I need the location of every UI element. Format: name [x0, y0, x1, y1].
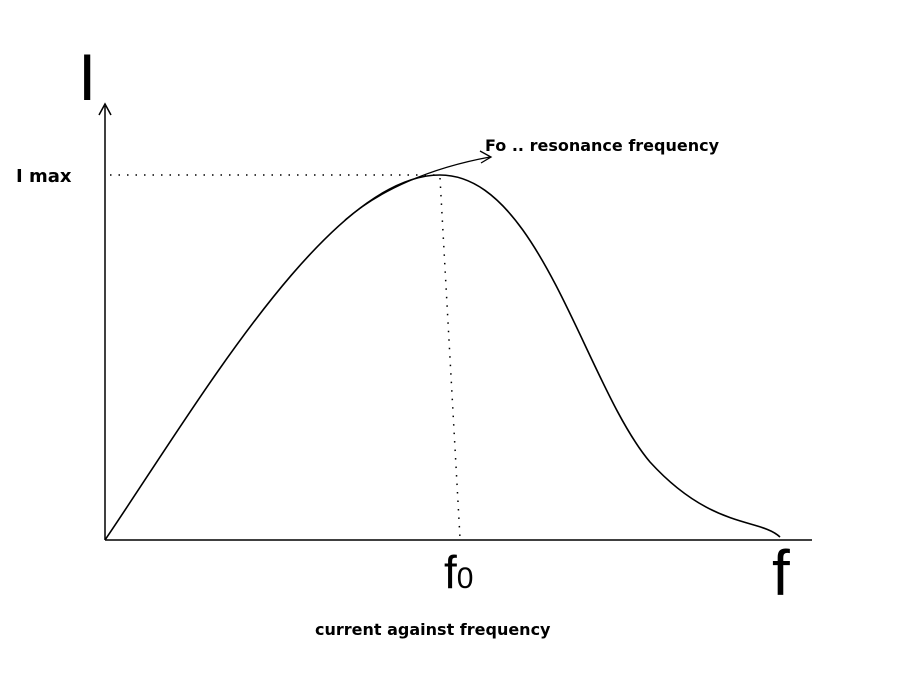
tangent-arrowhead: [479, 150, 493, 164]
f0-label: f0: [444, 546, 473, 598]
caption: current against frequency: [315, 620, 551, 639]
annotation: Fo .. resonance frequency: [485, 136, 720, 155]
f0-guide: [439, 177, 461, 539]
x-axis-label: f: [772, 537, 790, 609]
f0-base: f: [444, 546, 457, 598]
tangent-arrow: [344, 156, 491, 221]
imax-label: I max: [16, 166, 72, 187]
f0-subscript: 0: [457, 562, 474, 595]
y-axis-arrow: [98, 102, 112, 116]
resonance-curve: [104, 174, 781, 541]
y-axis-label: I: [78, 40, 96, 114]
